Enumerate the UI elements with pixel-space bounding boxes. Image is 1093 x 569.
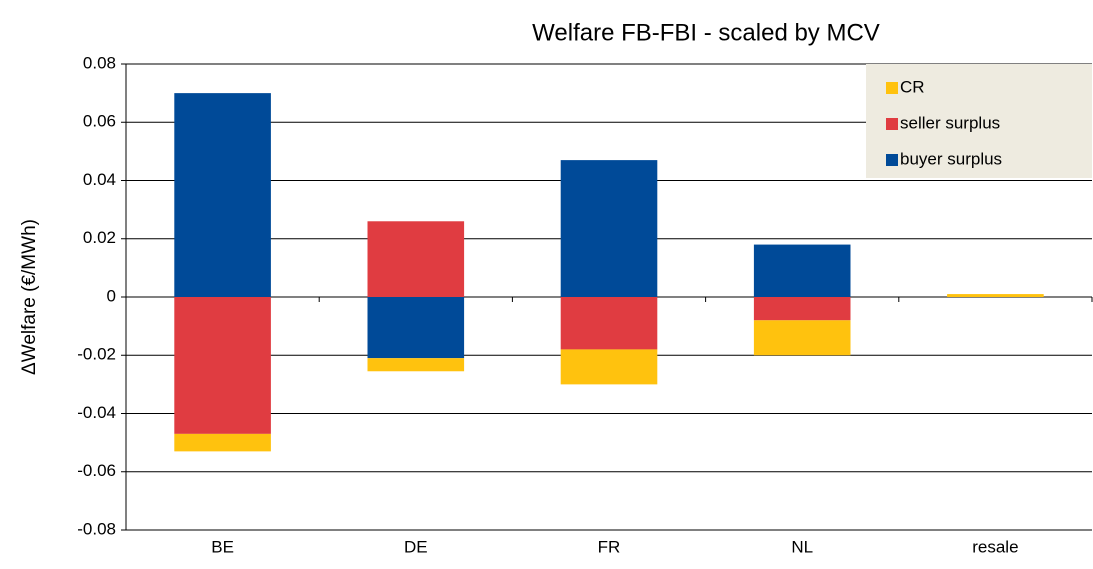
legend-swatch [886,82,898,94]
bar-segment [367,297,465,359]
bar-segment [367,221,465,297]
bar-segment [174,297,271,434]
bar-segment [367,358,465,372]
x-tick-label: DE [404,537,428,556]
legend-label: seller surplus [900,113,1000,132]
y-tick-label: -0.02 [77,345,116,364]
y-tick-label: 0.04 [83,170,116,189]
y-tick-label: -0.04 [77,403,116,422]
bar-segment [174,93,271,297]
y-axis-label: ΔWelfare (€/MWh) [19,219,40,375]
y-tick-label: -0.08 [77,519,116,538]
x-tick-label: NL [791,537,813,556]
y-tick-label: 0.08 [83,53,116,72]
chart-title: Welfare FB-FBI - scaled by MCV [532,19,880,46]
bar-segment [560,349,658,385]
bar-segment [560,297,658,350]
bar-segment [174,433,271,452]
legend-box [866,64,1092,178]
y-tick-label: 0.06 [83,112,116,131]
bar-segment [753,297,851,321]
x-tick-label: BE [211,537,234,556]
y-tick-label: 0 [107,286,116,305]
bar-segment [560,160,658,297]
bar-segment [947,294,1044,297]
legend-swatch [886,118,898,130]
x-tick-label: FR [598,537,621,556]
bar-segment [753,244,851,297]
legend-label: buyer surplus [900,149,1002,168]
y-tick-label: 0.02 [83,228,116,247]
bar-segment [753,320,851,356]
legend-swatch [886,154,898,166]
x-tick-label: resale [972,537,1018,556]
y-tick-label: -0.06 [77,461,116,480]
legend-label: CR [900,77,925,96]
